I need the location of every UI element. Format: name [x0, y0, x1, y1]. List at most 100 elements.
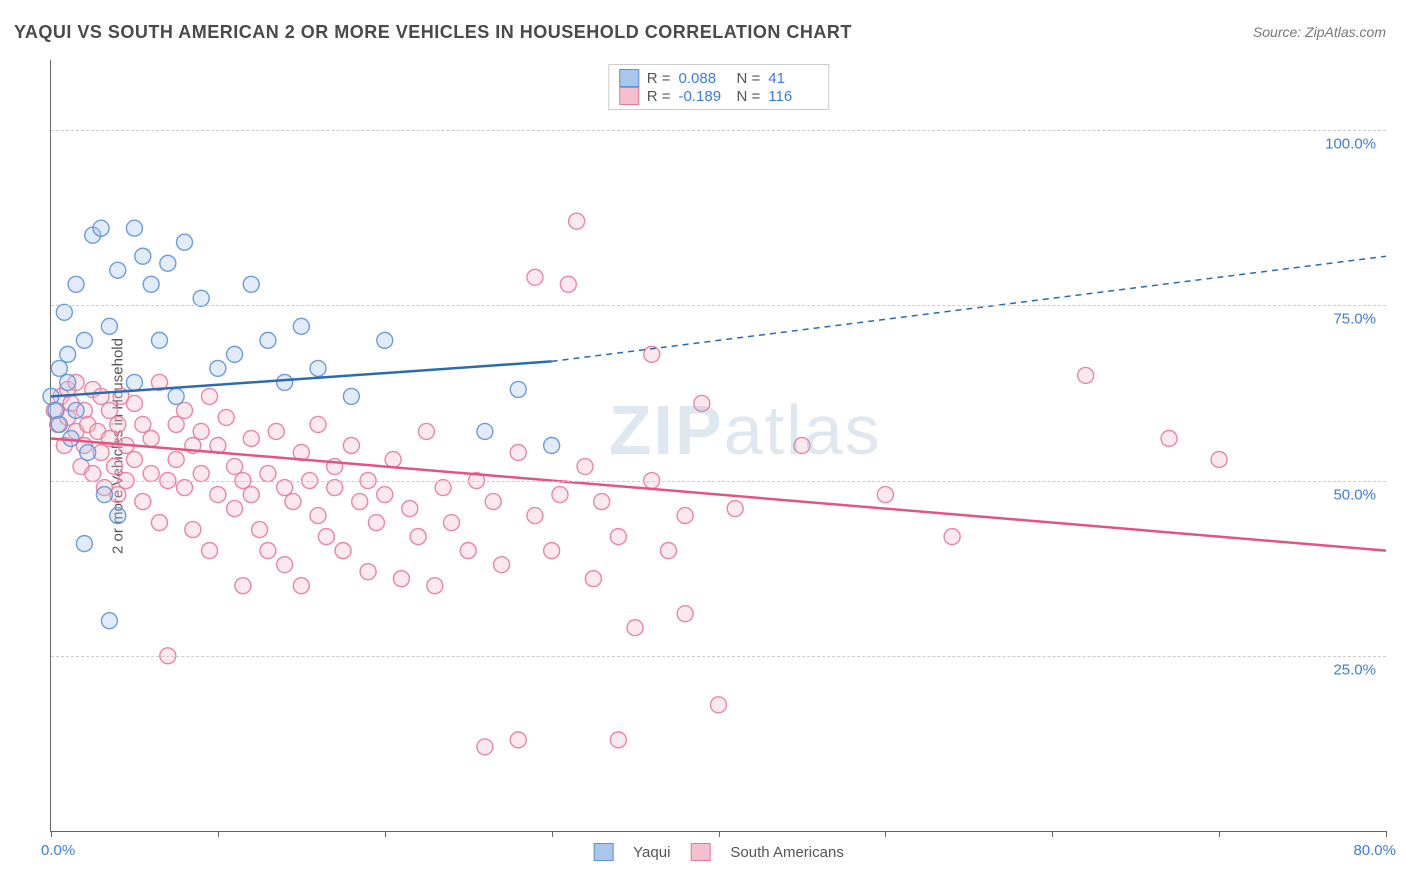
data-point	[402, 501, 418, 517]
data-point	[877, 487, 893, 503]
source-attribution: Source: ZipAtlas.com	[1253, 24, 1386, 40]
data-point	[76, 332, 92, 348]
data-point	[343, 438, 359, 454]
gridline	[51, 656, 1386, 657]
data-point	[126, 452, 142, 468]
data-point	[277, 480, 293, 496]
data-point	[51, 416, 67, 432]
data-point	[385, 452, 401, 468]
data-point	[527, 269, 543, 285]
data-point	[327, 480, 343, 496]
data-point	[677, 508, 693, 524]
data-point	[160, 255, 176, 271]
data-point	[60, 346, 76, 362]
data-point	[143, 466, 159, 482]
legend-swatch-yaqui	[593, 843, 613, 861]
data-point	[427, 578, 443, 594]
data-point	[48, 402, 64, 418]
stats-row-south-american: R = -0.189 N = 116	[619, 87, 819, 105]
data-point	[202, 388, 218, 404]
data-point	[235, 578, 251, 594]
data-point	[135, 248, 151, 264]
data-point	[110, 416, 126, 432]
y-tick-label: 75.0%	[1333, 311, 1376, 328]
data-point	[510, 732, 526, 748]
x-tick	[1219, 831, 1220, 837]
data-point	[318, 529, 334, 545]
data-point	[377, 332, 393, 348]
data-point	[243, 487, 259, 503]
regression-line	[51, 361, 552, 396]
y-tick-label: 25.0%	[1333, 661, 1376, 678]
data-point	[126, 220, 142, 236]
data-point	[944, 529, 960, 545]
data-point	[151, 332, 167, 348]
data-point	[285, 494, 301, 510]
r-value-yaqui: 0.088	[679, 70, 729, 87]
data-point	[485, 494, 501, 510]
x-axis-origin-label: 0.0%	[41, 842, 75, 859]
data-point	[268, 423, 284, 439]
gridline	[51, 305, 1386, 306]
x-tick	[1386, 831, 1387, 837]
chart-title: YAQUI VS SOUTH AMERICAN 2 OR MORE VEHICL…	[14, 22, 852, 43]
data-point	[177, 480, 193, 496]
data-point	[101, 402, 117, 418]
data-point	[544, 438, 560, 454]
data-point	[227, 459, 243, 475]
data-point	[360, 564, 376, 580]
data-point	[677, 606, 693, 622]
data-point	[1078, 367, 1094, 383]
data-point	[168, 388, 184, 404]
data-point	[168, 416, 184, 432]
data-point	[185, 522, 201, 538]
r-label: R =	[647, 70, 671, 87]
data-point	[494, 557, 510, 573]
x-tick	[385, 831, 386, 837]
data-point	[80, 445, 96, 461]
swatch-south-american	[619, 87, 639, 105]
data-point	[310, 360, 326, 376]
data-point	[93, 388, 109, 404]
n-label: N =	[737, 88, 761, 105]
data-point	[293, 578, 309, 594]
data-point	[135, 494, 151, 510]
data-point	[260, 332, 276, 348]
data-point	[126, 395, 142, 411]
data-point	[193, 423, 209, 439]
data-point	[68, 276, 84, 292]
data-point	[126, 374, 142, 390]
x-tick	[885, 831, 886, 837]
data-point	[544, 543, 560, 559]
data-point	[510, 445, 526, 461]
r-label: R =	[647, 88, 671, 105]
swatch-yaqui	[619, 69, 639, 87]
data-point	[293, 318, 309, 334]
data-point	[243, 430, 259, 446]
data-point	[202, 543, 218, 559]
data-point	[1211, 452, 1227, 468]
data-point	[794, 438, 810, 454]
data-point	[444, 515, 460, 531]
data-point	[177, 234, 193, 250]
data-point	[610, 732, 626, 748]
data-point	[252, 522, 268, 538]
data-point	[368, 515, 384, 531]
data-point	[585, 571, 601, 587]
legend-label-south-american: South Americans	[730, 844, 843, 861]
gridline	[51, 130, 1386, 131]
data-point	[60, 374, 76, 390]
data-point	[711, 697, 727, 713]
scatter-svg	[51, 60, 1386, 831]
n-value-south-american: 116	[768, 88, 818, 105]
data-point	[260, 466, 276, 482]
data-point	[352, 494, 368, 510]
data-point	[68, 402, 84, 418]
x-tick	[1052, 831, 1053, 837]
data-point	[727, 501, 743, 517]
stats-legend: R = 0.088 N = 41 R = -0.189 N = 116	[608, 64, 830, 110]
data-point	[101, 318, 117, 334]
data-point	[93, 220, 109, 236]
x-tick	[218, 831, 219, 837]
data-point	[110, 262, 126, 278]
